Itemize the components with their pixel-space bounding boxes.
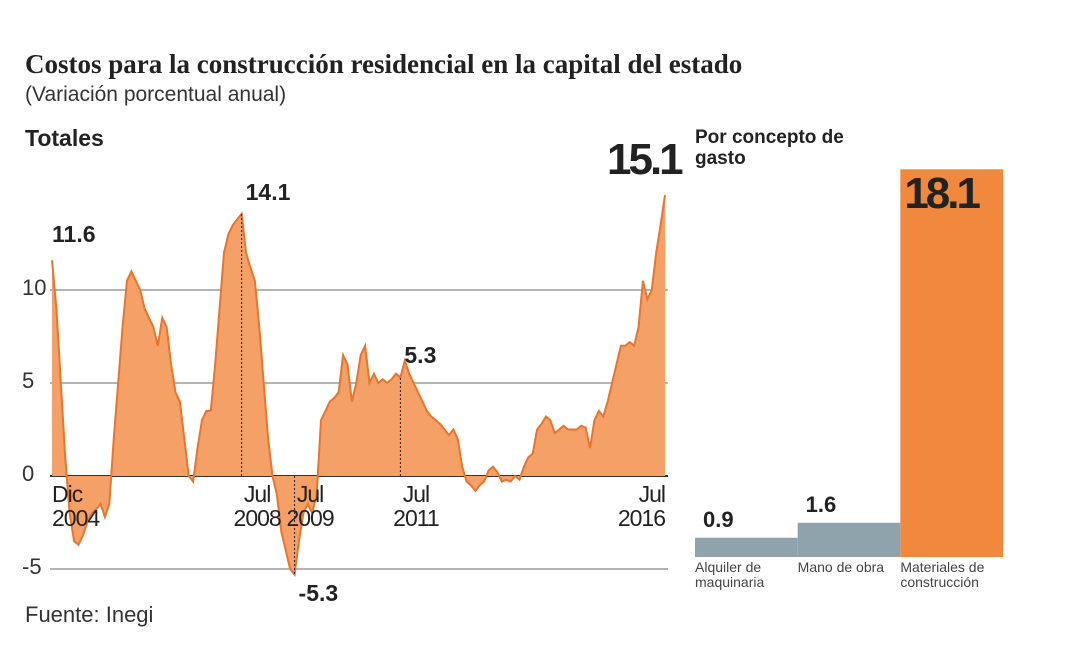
y-tick-label: 10 [22,275,47,300]
panel-title: Totales [25,125,104,151]
y-tick-label: 5 [22,368,35,393]
x-tick-label: Jul 2008 [233,481,282,532]
x-tick-label: Jul 2009 [286,481,334,532]
x-tick-label: Dic 2004 [52,481,100,532]
bar [900,169,1003,558]
y-tick-label: -5 [22,554,42,579]
chart-title: Costos para la construcción residencial … [25,49,743,79]
data-label: 1.6 [805,491,837,517]
y-tick-label: 0 [22,461,35,486]
chart-subtitle: (Variación porcentual anual) [25,83,287,106]
data-label: 5.3 [404,342,437,369]
data-label: 11.6 [52,221,96,248]
bar [695,537,798,557]
data-label: 14.1 [245,178,291,205]
area-line [51,194,666,578]
data-label: 15.1 [607,135,684,185]
data-label: 18.1 [904,169,981,219]
bar [797,522,901,557]
source-note: Fuente: Inegi [25,602,154,627]
x-tick-label: Mano de obra [797,560,885,575]
area-fill [52,195,665,575]
x-tick-label: Alquiler de maquinaria [695,560,765,591]
x-tick-label: Materiales de construcción [900,560,985,591]
x-tick-label: Jul 2016 [617,481,666,532]
data-label: -5.3 [298,579,339,606]
x-tick-label: Jul 2011 [393,481,439,532]
panel-title: Por concepto de gasto [695,127,844,169]
data-label: 0.9 [703,506,734,532]
